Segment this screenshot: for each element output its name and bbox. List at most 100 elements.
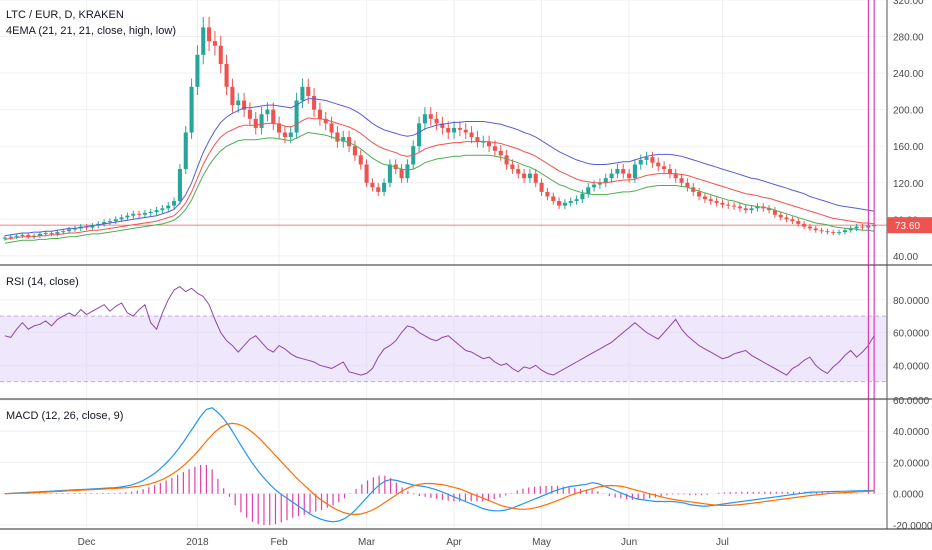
candle[interactable]: [142, 209, 147, 218]
candle[interactable]: [335, 126, 340, 148]
candle[interactable]: [551, 192, 556, 205]
candle[interactable]: [597, 178, 602, 189]
candle[interactable]: [376, 183, 381, 196]
candle[interactable]: [282, 126, 287, 144]
candle[interactable]: [352, 140, 357, 161]
candle[interactable]: [107, 218, 112, 225]
candle[interactable]: [533, 168, 538, 188]
candle[interactable]: [778, 211, 783, 221]
candle[interactable]: [568, 197, 573, 207]
candle[interactable]: [737, 203, 742, 212]
candle[interactable]: [790, 216, 795, 224]
candle[interactable]: [405, 159, 410, 183]
candle[interactable]: [603, 173, 608, 188]
candle[interactable]: [306, 78, 311, 104]
candle[interactable]: [247, 102, 252, 126]
candle[interactable]: [813, 225, 818, 233]
candle[interactable]: [259, 107, 264, 135]
candle[interactable]: [708, 195, 713, 205]
candle[interactable]: [417, 116, 422, 153]
candle[interactable]: [113, 216, 118, 224]
candle[interactable]: [172, 197, 177, 210]
candle[interactable]: [749, 204, 754, 214]
candle[interactable]: [37, 231, 42, 239]
candle[interactable]: [527, 168, 532, 183]
candle[interactable]: [510, 159, 515, 174]
candle[interactable]: [825, 228, 830, 235]
candle[interactable]: [475, 130, 480, 148]
candle[interactable]: [755, 203, 760, 212]
candle[interactable]: [294, 92, 299, 139]
price-pane[interactable]: [0, 16, 887, 244]
candle[interactable]: [329, 116, 334, 139]
candle[interactable]: [545, 187, 550, 201]
candle[interactable]: [743, 204, 748, 214]
candle[interactable]: [253, 111, 258, 135]
candle[interactable]: [358, 149, 363, 170]
candle[interactable]: [516, 164, 521, 179]
candle[interactable]: [382, 178, 387, 196]
candle[interactable]: [796, 218, 801, 227]
candle[interactable]: [807, 223, 812, 232]
candle[interactable]: [638, 154, 643, 170]
candle[interactable]: [212, 31, 217, 56]
candle[interactable]: [621, 164, 626, 179]
candle[interactable]: [323, 111, 328, 131]
candle[interactable]: [428, 107, 433, 126]
candle[interactable]: [609, 168, 614, 183]
candle[interactable]: [452, 121, 457, 139]
candle[interactable]: [498, 145, 503, 161]
candle[interactable]: [347, 130, 352, 153]
candle[interactable]: [177, 164, 182, 205]
candle[interactable]: [714, 197, 719, 207]
candle[interactable]: [317, 102, 322, 126]
candle[interactable]: [446, 121, 451, 139]
candle[interactable]: [370, 178, 375, 192]
candle[interactable]: [592, 180, 597, 192]
candle[interactable]: [656, 157, 661, 172]
candle[interactable]: [586, 183, 591, 198]
candle[interactable]: [387, 159, 392, 188]
candle[interactable]: [574, 195, 579, 205]
candle[interactable]: [224, 54, 229, 96]
candle[interactable]: [160, 204, 165, 214]
candle[interactable]: [137, 210, 142, 218]
rsi-pane[interactable]: [0, 285, 887, 383]
candle[interactable]: [422, 107, 427, 131]
candle[interactable]: [837, 229, 842, 236]
candle[interactable]: [125, 212, 130, 221]
candle[interactable]: [767, 204, 772, 214]
candle[interactable]: [183, 126, 188, 174]
candle[interactable]: [236, 92, 241, 113]
candle[interactable]: [772, 206, 777, 218]
candle[interactable]: [102, 219, 107, 227]
candle[interactable]: [341, 130, 346, 148]
candle[interactable]: [831, 229, 836, 236]
candle[interactable]: [819, 227, 824, 234]
candle[interactable]: [207, 16, 212, 52]
candle[interactable]: [131, 210, 136, 219]
candle[interactable]: [166, 202, 171, 212]
candle[interactable]: [615, 164, 620, 179]
candle[interactable]: [148, 208, 153, 217]
candle[interactable]: [504, 149, 509, 170]
candle[interactable]: [300, 78, 305, 109]
candle[interactable]: [399, 164, 404, 183]
candle[interactable]: [218, 35, 223, 74]
candle[interactable]: [679, 173, 684, 188]
candle[interactable]: [557, 197, 562, 210]
candle[interactable]: [732, 202, 737, 210]
candle[interactable]: [154, 206, 159, 216]
candle[interactable]: [539, 178, 544, 196]
candle[interactable]: [842, 227, 847, 235]
macd-pane[interactable]: [4, 0, 875, 525]
candle[interactable]: [697, 187, 702, 201]
candle[interactable]: [802, 221, 807, 230]
candle[interactable]: [201, 16, 206, 65]
candle[interactable]: [644, 151, 649, 166]
candle[interactable]: [650, 151, 655, 168]
candle[interactable]: [726, 201, 731, 210]
candle[interactable]: [702, 192, 707, 203]
candle[interactable]: [90, 223, 95, 231]
candle[interactable]: [487, 135, 492, 153]
